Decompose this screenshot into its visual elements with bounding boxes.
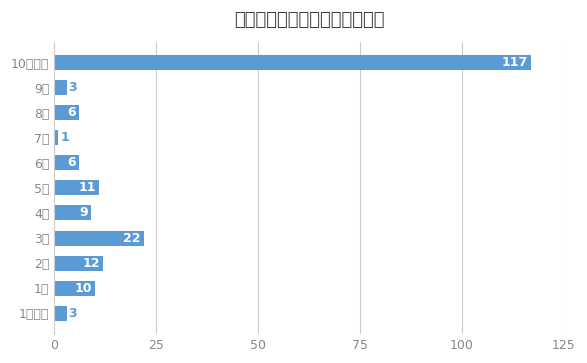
Bar (55, 180, 99, 195)
Bar (55, 105, 79, 120)
Bar (55, 256, 103, 270)
Text: 3: 3 (69, 81, 77, 94)
Bar (55, 306, 66, 321)
Bar (55, 55, 531, 70)
Text: 9: 9 (79, 207, 88, 220)
Text: 6: 6 (67, 156, 76, 169)
Bar (55, 281, 95, 296)
Text: 117: 117 (502, 56, 528, 69)
Bar (55, 231, 144, 245)
Text: 10: 10 (75, 282, 92, 295)
Text: 22: 22 (123, 232, 141, 245)
Bar (55, 80, 66, 95)
Bar (55, 155, 79, 170)
Text: 1: 1 (60, 131, 69, 144)
Title: 紙手帳の愛用歴は何年ですか？: 紙手帳の愛用歴は何年ですか？ (234, 11, 384, 29)
Text: 6: 6 (67, 106, 76, 119)
Text: 11: 11 (79, 182, 96, 195)
Bar (55, 205, 91, 220)
Bar (55, 130, 59, 145)
Text: 3: 3 (69, 307, 77, 320)
Text: 12: 12 (83, 257, 100, 270)
